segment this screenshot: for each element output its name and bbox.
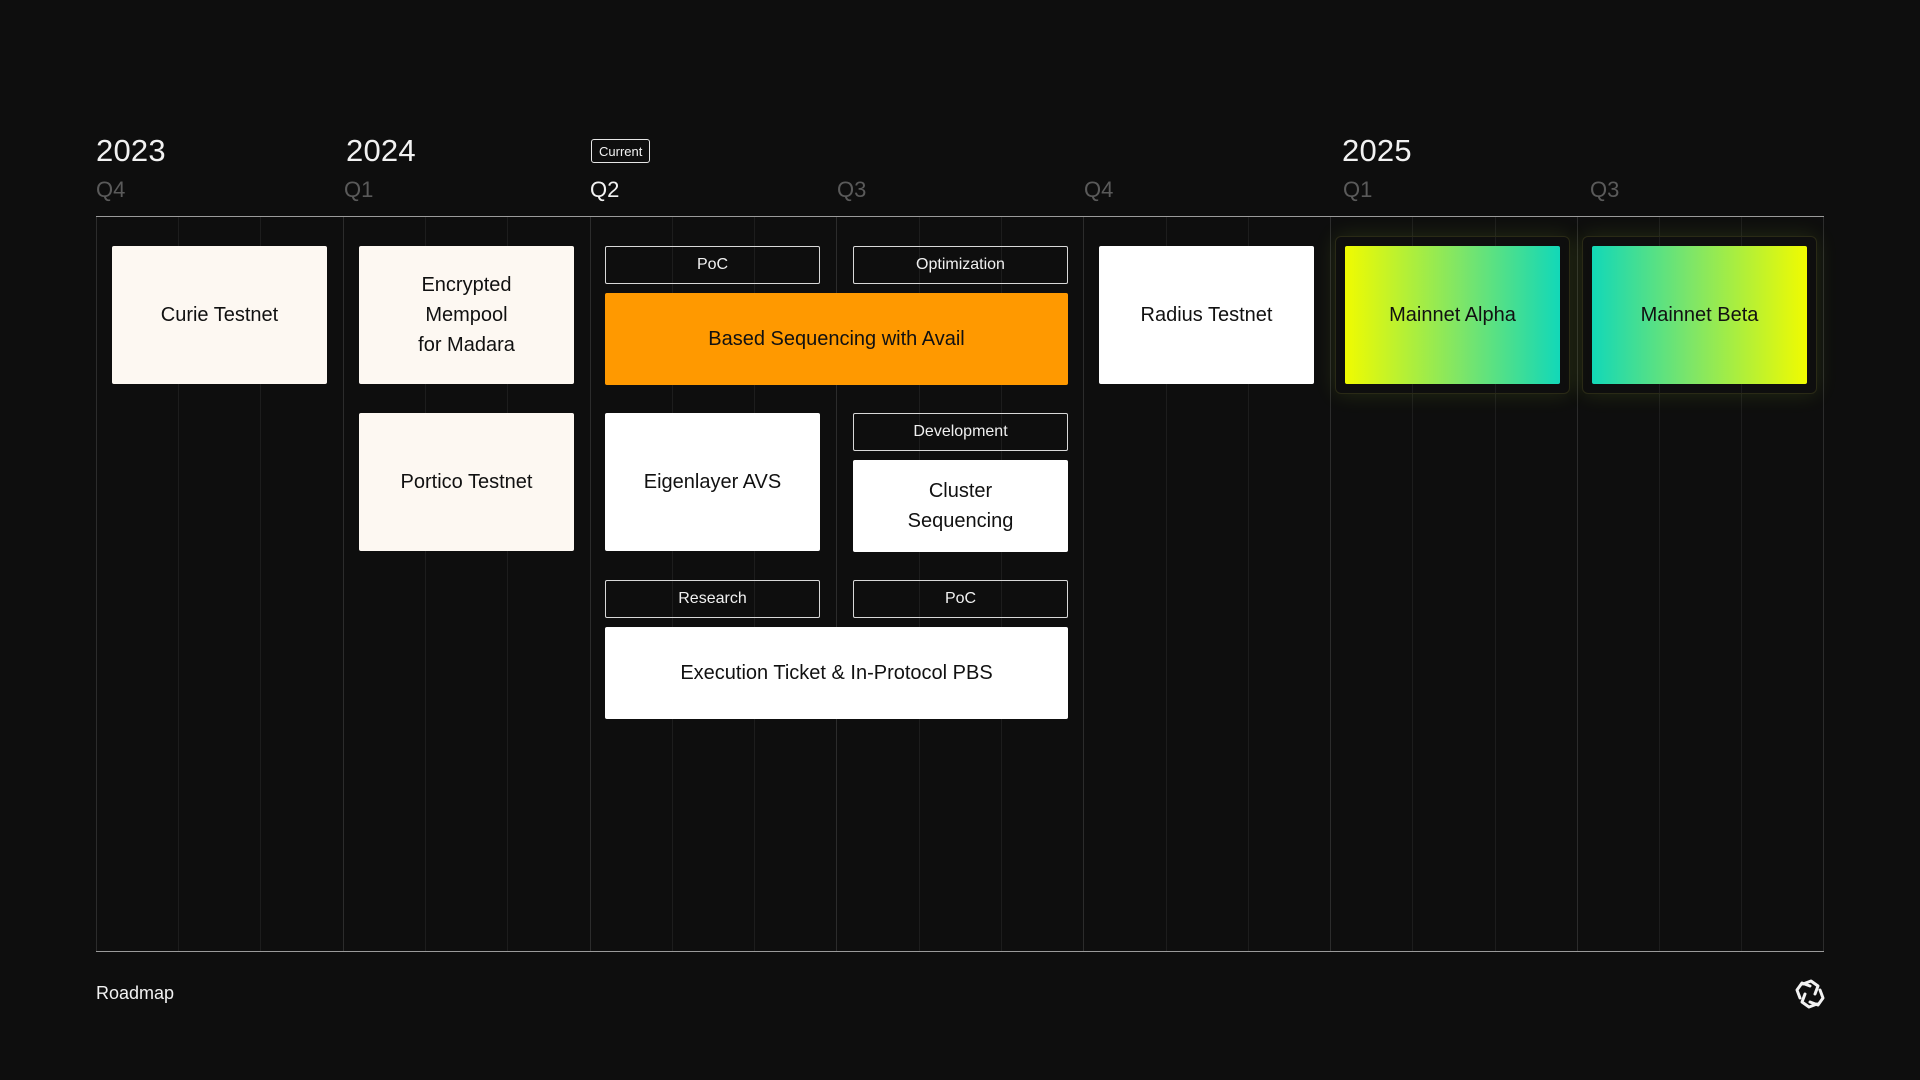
card-label-line: Sequencing <box>907 510 1014 532</box>
grid-line <box>507 217 508 951</box>
card-eigenlayer-avs[interactable]: Eigenlayer AVS <box>605 413 820 551</box>
card-label: Encrypted Mempool for Madara <box>418 270 515 360</box>
grid-line <box>96 217 97 951</box>
card-radius-testnet[interactable]: Radius Testnet <box>1099 246 1314 384</box>
grid-line <box>1330 217 1331 951</box>
current-badge: Current <box>591 139 651 163</box>
grid-line <box>1248 217 1249 951</box>
knot-logo-icon <box>1794 978 1826 1010</box>
grid-line <box>672 217 673 951</box>
tag-optimization: Optimization <box>853 246 1068 284</box>
grid-line <box>425 217 426 951</box>
grid-line <box>1741 217 1742 951</box>
quarter-2025-q1: Q1 <box>1343 177 1373 202</box>
card-label: Mainnet Beta <box>1640 304 1759 326</box>
tag-research: Research <box>605 580 820 618</box>
card-encrypted-mempool[interactable]: Encrypted Mempool for Madara <box>359 246 574 384</box>
grid-line <box>1166 217 1167 951</box>
card-label: Execution Ticket & In-Protocol PBS <box>680 662 993 684</box>
card-mainnet-beta[interactable]: Mainnet Beta <box>1592 246 1807 384</box>
tag-poc: PoC <box>605 246 820 284</box>
year-2024: 2024 <box>346 133 416 168</box>
card-label: Based Sequencing with Avail <box>708 328 965 350</box>
grid-line <box>590 217 591 951</box>
grid-line <box>836 217 837 951</box>
card-glow <box>1582 236 1817 394</box>
card-label: Curie Testnet <box>160 304 279 326</box>
tag-poc: PoC <box>853 580 1068 618</box>
grid-line <box>919 217 920 951</box>
grid-line <box>1659 217 1660 951</box>
year-2025: 2025 <box>1342 133 1412 168</box>
grid-line <box>1001 217 1002 951</box>
card-based-sequencing[interactable]: Based Sequencing with Avail <box>605 293 1068 385</box>
card-label: Eigenlayer AVS <box>643 471 782 493</box>
grid-line <box>260 217 261 951</box>
card-label: Portico Testnet <box>400 471 533 493</box>
card-mainnet-alpha[interactable]: Mainnet Alpha <box>1345 246 1560 384</box>
grid-line <box>1823 217 1824 951</box>
grid-line <box>343 217 344 951</box>
card-curie-testnet[interactable]: Curie Testnet <box>112 246 327 384</box>
card-label-line: Encrypted <box>421 274 512 296</box>
card-label-line: Cluster <box>928 480 993 502</box>
card-label: Radius Testnet <box>1140 304 1273 326</box>
quarter-2024-q4: Q4 <box>1084 177 1114 202</box>
card-cluster-sequencing[interactable]: Cluster Sequencing <box>853 460 1068 552</box>
card-label: Mainnet Alpha <box>1389 304 1516 326</box>
quarter-2024-q3: Q3 <box>837 177 867 202</box>
card-label: Cluster Sequencing <box>908 476 1014 536</box>
quarter-2024-q1: Q1 <box>344 177 374 202</box>
timeline-grid <box>96 216 1824 952</box>
quarter-2024-q2: Q2 <box>590 177 620 202</box>
year-2023: 2023 <box>96 133 166 168</box>
card-execution-ticket[interactable]: Execution Ticket & In-Protocol PBS <box>605 627 1068 719</box>
card-label-line: Mempool <box>425 304 508 326</box>
grid-line <box>1577 217 1578 951</box>
card-label-line: for Madara <box>418 334 515 356</box>
grid-line <box>178 217 179 951</box>
grid-line <box>754 217 755 951</box>
quarter-2025-q3: Q3 <box>1590 177 1620 202</box>
card-portico-testnet[interactable]: Portico Testnet <box>359 413 574 551</box>
tag-development: Development <box>853 413 1068 451</box>
quarter-2023-q4: Q4 <box>96 177 126 202</box>
card-glow <box>1335 236 1570 394</box>
grid-line <box>1412 217 1413 951</box>
footer-roadmap-label: Roadmap <box>96 983 175 1003</box>
grid-line <box>1495 217 1496 951</box>
grid-line <box>1083 217 1084 951</box>
